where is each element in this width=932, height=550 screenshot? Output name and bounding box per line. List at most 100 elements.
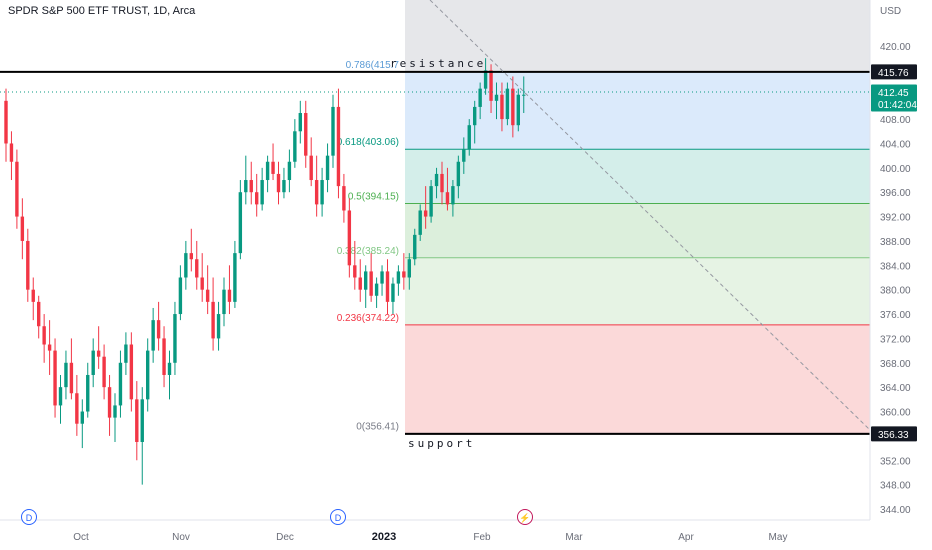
candle-body <box>173 314 177 363</box>
candle-body <box>423 210 428 217</box>
candle-body <box>124 344 128 363</box>
candle-body <box>20 216 25 241</box>
candle-body <box>434 173 439 187</box>
candle-body <box>260 180 264 205</box>
candle-body <box>440 173 444 193</box>
candle-body <box>473 106 477 126</box>
candle-body <box>91 350 95 375</box>
candle-body <box>511 88 515 126</box>
price-tick: 400.00 <box>880 164 911 175</box>
fib-label: 0.786(415.7 <box>346 60 400 71</box>
candle-body <box>75 393 79 424</box>
candle-body <box>265 161 270 181</box>
candle-body <box>102 356 106 388</box>
annotations: resistance support <box>390 57 486 450</box>
price-axis[interactable]: USD 420.00416.00412.00408.00404.00400.00… <box>869 0 932 550</box>
candle-body <box>353 265 357 278</box>
price-tick: 344.00 <box>880 505 911 516</box>
resistance-price-label: 415.76 <box>878 68 909 79</box>
candle-body <box>314 180 319 205</box>
candle-body <box>31 289 35 302</box>
candle-body <box>107 387 112 418</box>
fib-zone <box>405 203 870 258</box>
candle-body <box>64 362 68 388</box>
time-tick: Dec <box>276 532 294 543</box>
candle-body <box>500 94 504 120</box>
candle-body <box>37 301 41 327</box>
time-tick: Feb <box>473 532 491 543</box>
candle-body <box>9 143 14 162</box>
candle-body <box>347 210 352 266</box>
candle-body <box>516 94 520 126</box>
candle-body <box>462 149 466 162</box>
candle-body <box>320 180 324 205</box>
candle-body <box>325 155 330 181</box>
support-price-label-bg <box>871 426 917 442</box>
candle-body <box>402 271 406 278</box>
dividend-marker[interactable]: D <box>330 509 346 525</box>
candle-body <box>380 271 384 284</box>
time-tick: Oct <box>73 532 89 543</box>
candle-body <box>413 234 417 260</box>
current-price-label: 412.45 <box>878 88 909 99</box>
candle-body <box>249 180 253 193</box>
candle-body <box>86 374 90 412</box>
price-tick: 380.00 <box>880 286 911 297</box>
candle-body <box>96 350 101 357</box>
candle-body <box>478 88 482 107</box>
candle-body <box>358 277 362 290</box>
candle-body <box>47 344 52 351</box>
price-tick: 408.00 <box>880 115 911 126</box>
candle-body <box>391 283 395 302</box>
trendline <box>429 0 871 431</box>
fib-label: 0(356.41) <box>356 421 399 432</box>
candle-body <box>195 259 199 278</box>
time-axis[interactable]: Oct Nov Dec 2023 Feb Mar Apr May <box>0 519 870 543</box>
price-tick: 360.00 <box>880 408 911 419</box>
levels <box>0 0 871 435</box>
fib-zone-top <box>405 0 870 72</box>
resistance-annotation: resistance <box>390 57 486 70</box>
candle-body <box>178 277 183 315</box>
candle-body <box>69 362 74 394</box>
candle-body <box>336 106 341 187</box>
candle-body <box>255 192 259 205</box>
price-tick: 404.00 <box>880 139 911 150</box>
candle-body <box>26 240 30 290</box>
price-tick: 396.00 <box>880 188 911 199</box>
candle-body <box>293 131 297 162</box>
candle-body <box>494 94 499 101</box>
candle-body <box>456 161 461 187</box>
support-annotation: support <box>408 437 475 450</box>
candle-body <box>200 277 204 290</box>
price-tick: 368.00 <box>880 359 911 370</box>
time-tick: Mar <box>565 532 583 543</box>
price-tick: 348.00 <box>880 481 911 492</box>
candle-body <box>156 320 161 339</box>
candle-body <box>189 253 193 260</box>
candle-body <box>369 271 373 296</box>
candle-body <box>216 314 221 339</box>
candle-body <box>135 399 139 442</box>
candle-body <box>522 94 526 96</box>
candle-body <box>489 70 493 101</box>
candle-body <box>467 125 471 150</box>
dividend-marker[interactable]: D <box>21 509 37 525</box>
split-marker[interactable]: ⚡ <box>517 509 533 525</box>
price-tick: 364.00 <box>880 383 911 394</box>
candle-body <box>80 411 84 424</box>
candle-body <box>331 106 335 156</box>
candle-body <box>184 253 188 278</box>
candle-body <box>58 387 63 406</box>
time-tick: Apr <box>678 532 694 543</box>
fib-label: 0.618(403.06) <box>337 137 399 148</box>
candles <box>4 58 526 485</box>
candle-body <box>140 399 144 442</box>
price-tick: 420.00 <box>880 42 911 53</box>
resistance-price-label-bg <box>871 64 917 80</box>
candle-body <box>211 301 215 339</box>
candle-body <box>53 350 57 406</box>
time-tick: May <box>769 532 788 543</box>
